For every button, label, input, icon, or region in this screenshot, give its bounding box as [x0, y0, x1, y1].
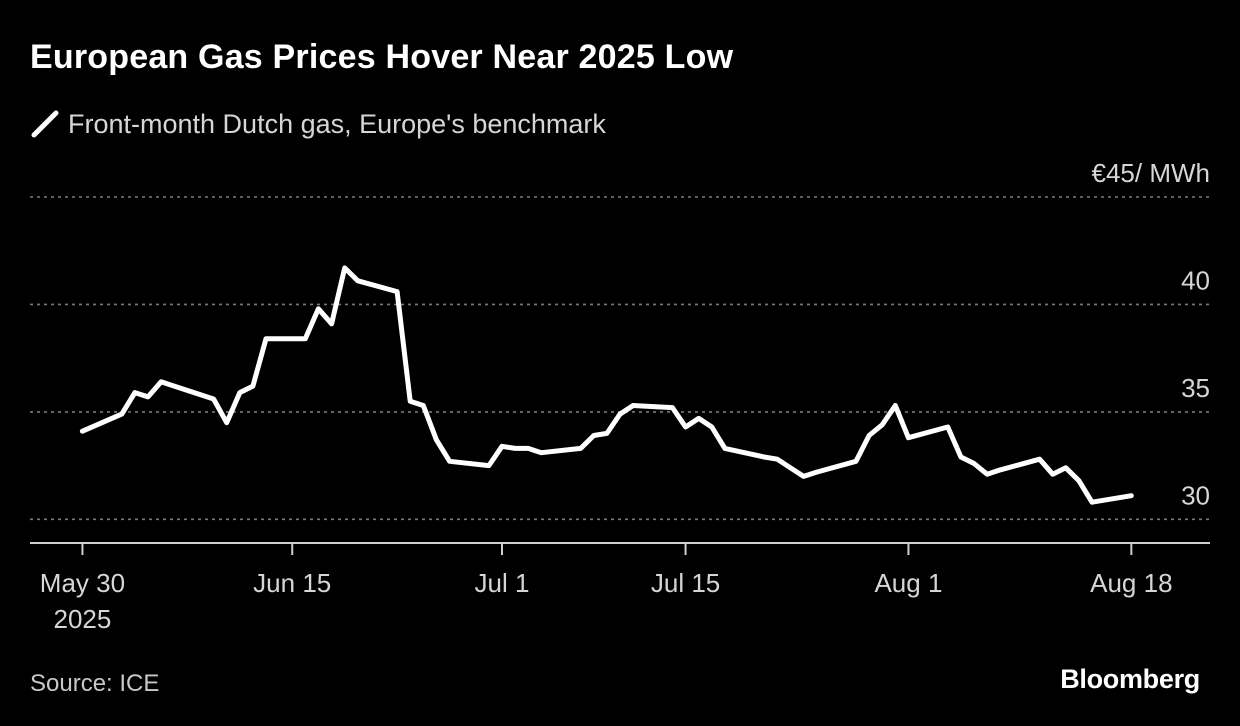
y-tick-label-30: 30: [1181, 480, 1210, 510]
series-lines: [79, 265, 1134, 505]
line-swatch-icon: [31, 110, 59, 138]
x-tick-label-2025-07-15: Jul 15: [651, 568, 720, 598]
x-tick-label-2025-08-18: Aug 18: [1090, 568, 1172, 598]
bloomberg-logo: Bloomberg: [1060, 664, 1200, 694]
x-axis: May 30 2025 Jun 15 Jul 1 Jul 15 Aug 1 Aug 18: [30, 542, 1210, 634]
legend: Front-month Dutch gas, Europe's benchmar…: [30, 106, 606, 142]
gridlines: [30, 196, 1210, 521]
y-axis-tick-labels: €45/ MWh 40 35 30: [1092, 158, 1211, 510]
x-tick-label-2025-07-01: Jul 1: [475, 568, 530, 598]
series-line-0: [79, 265, 1134, 505]
x-tick-label-2025-08-01: Aug 1: [874, 568, 942, 598]
x-tick-sublabel-2025-05-30: 2025: [54, 604, 112, 634]
y-tick-label-35: 35: [1181, 373, 1210, 403]
chart-title: European Gas Prices Hover Near 2025 Low: [30, 38, 734, 76]
legend-label: Front-month Dutch gas, Europe's benchmar…: [68, 108, 606, 139]
x-tick-label-2025-06-15: Jun 15: [253, 568, 331, 598]
y-tick-label-40: 40: [1181, 265, 1210, 295]
source-note: Source: ICE: [30, 670, 160, 697]
series-points-0: [80, 265, 1134, 504]
y-tick-label-45: €45/ MWh: [1092, 158, 1211, 188]
x-tick-label-2025-05-30: May 30: [40, 568, 125, 598]
